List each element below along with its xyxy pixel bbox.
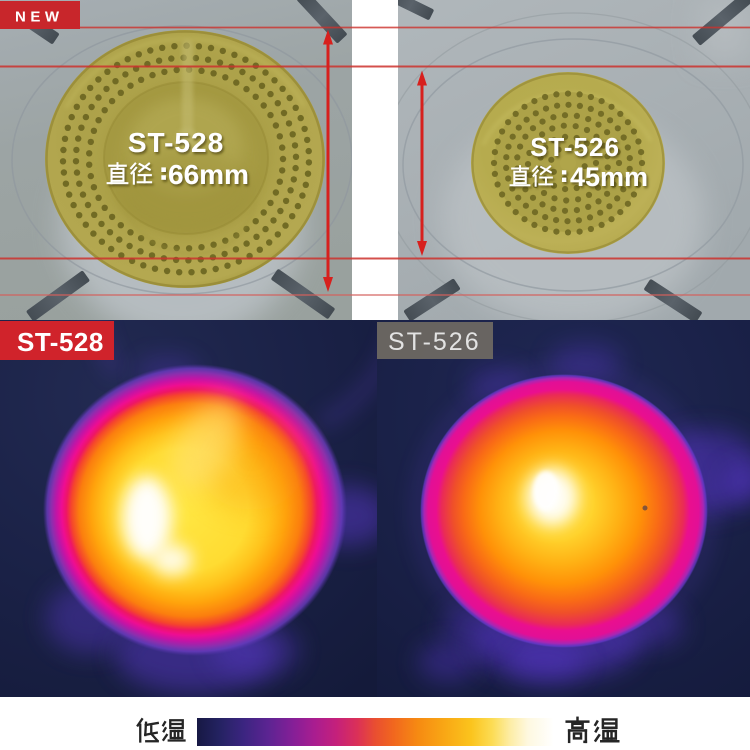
svg-text:ST-526: ST-526 <box>530 132 620 162</box>
svg-text:ST-528: ST-528 <box>17 327 104 357</box>
svg-text:ST-528: ST-528 <box>128 127 224 158</box>
svg-text:NEW: NEW <box>15 9 64 26</box>
svg-text:66mm: 66mm <box>168 159 249 190</box>
svg-text:45mm: 45mm <box>570 162 648 192</box>
svg-text:ST-526: ST-526 <box>388 328 481 356</box>
